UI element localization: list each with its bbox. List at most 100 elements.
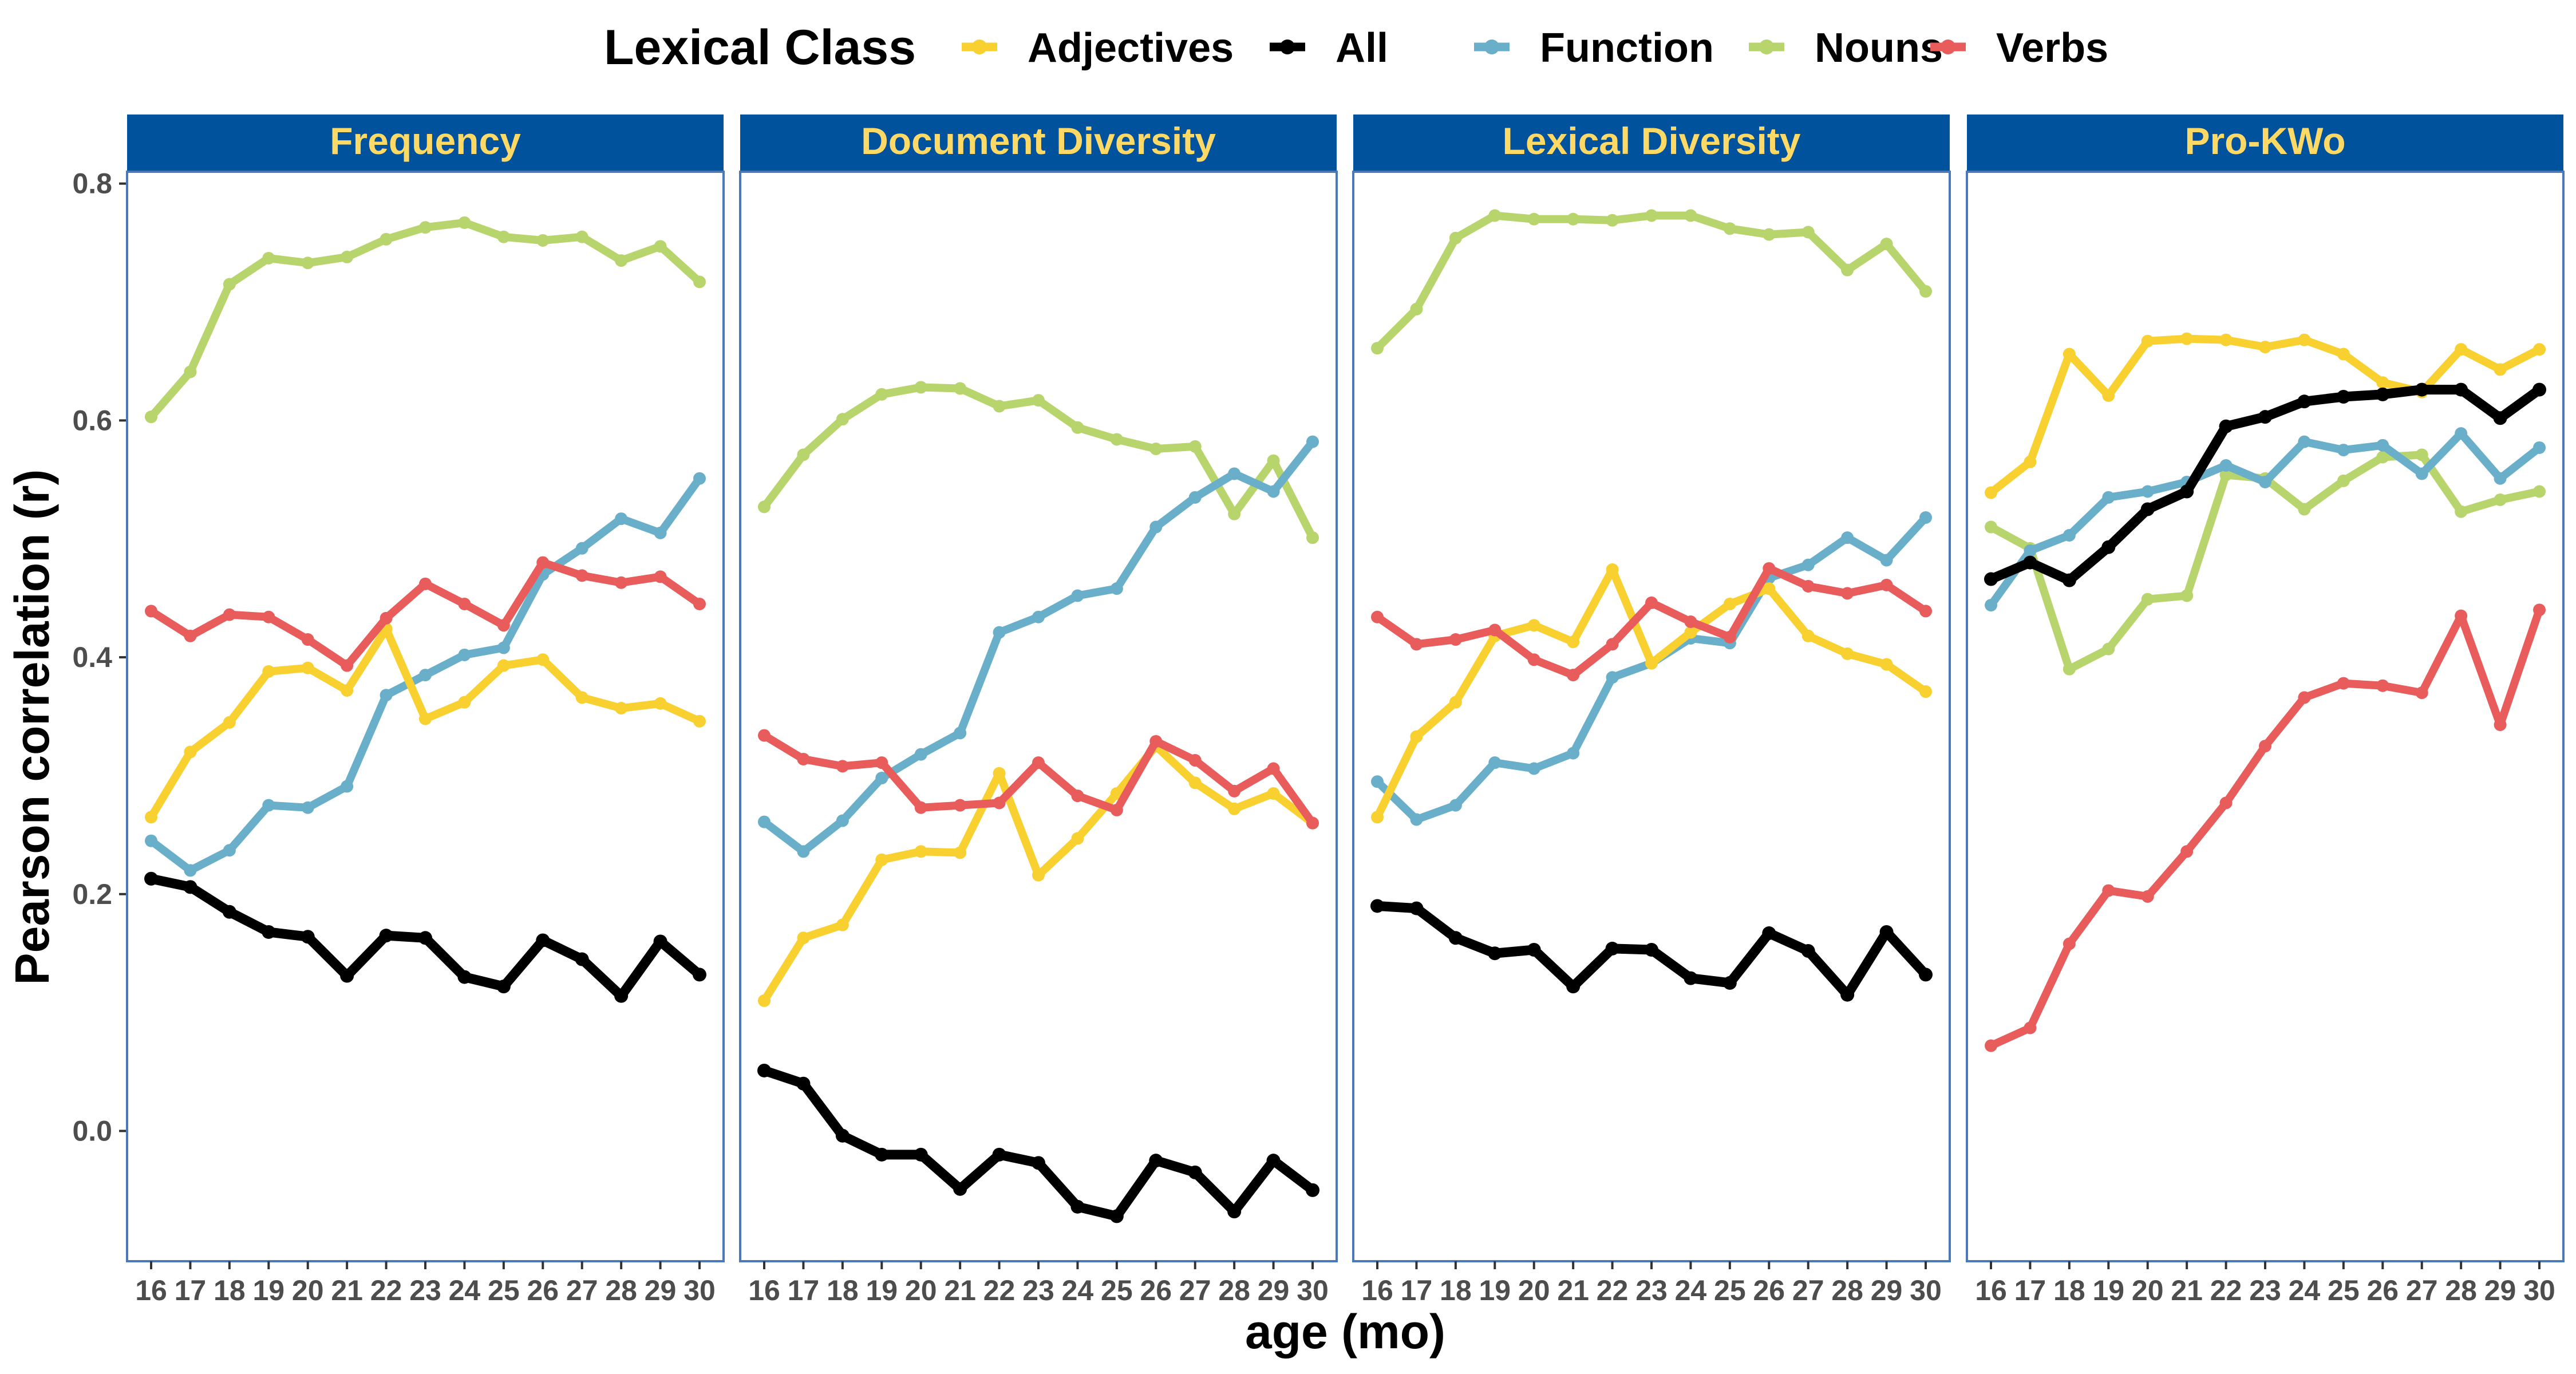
data-point-verbs (145, 605, 157, 618)
data-point-nouns (458, 216, 471, 229)
data-point-all (2219, 419, 2233, 433)
data-point-adjectives (1449, 696, 1462, 709)
data-point-adjectives (1880, 658, 1893, 671)
data-point-adjectives (797, 931, 810, 945)
x-tick-label: 26 (527, 1274, 559, 1306)
data-point-function (1228, 467, 1241, 480)
data-point-function (914, 748, 927, 761)
data-point-all (2101, 540, 2116, 554)
data-point-adjectives (1801, 629, 1815, 642)
data-point-function (654, 526, 667, 539)
data-point-function (497, 641, 510, 654)
data-point-all (1109, 1209, 1124, 1223)
data-point-verbs (184, 629, 197, 642)
legend-item-verbs: Verbs (1930, 25, 2108, 71)
data-point-verbs (693, 597, 706, 610)
data-point-adjectives (536, 653, 550, 666)
x-axis: 16 17 18 19 20 21 22 23 24 25 26 27 28 29 30 (135, 1261, 716, 1306)
x-tick-label: 27 (1792, 1274, 1824, 1306)
data-point-verbs (1606, 638, 1619, 651)
panel-title: Lexical Diversity (1503, 120, 1801, 162)
data-point-all (2062, 573, 2076, 587)
series-all (1370, 899, 1933, 1002)
x-tick-label: 26 (2366, 1274, 2399, 1306)
x-tick-label: 22 (983, 1274, 1016, 1306)
data-point-nouns (1763, 228, 1776, 241)
data-point-function (2337, 444, 2350, 457)
legend-label-verbs: Verbs (1996, 25, 2108, 71)
data-point-nouns (1645, 209, 1658, 222)
series-function (145, 472, 706, 877)
series-verbs (1371, 562, 1932, 682)
data-point-all (418, 931, 432, 945)
data-point-nouns (536, 234, 550, 247)
data-point-all (536, 933, 550, 947)
data-point-function (1371, 775, 1384, 788)
data-point-nouns (1410, 302, 1423, 315)
x-tick-label: 29 (1871, 1274, 1903, 1306)
data-point-adjectives (2141, 334, 2154, 348)
data-point-function (223, 844, 236, 857)
series-verbs (145, 556, 706, 672)
panel-document-diversity: Document Diversity 16 17 18 19 20 21 22 23 24 25 26… (739, 114, 1338, 1306)
data-point-all (1566, 980, 1581, 994)
series-adjectives (758, 740, 1319, 1007)
data-point-all (1984, 572, 1998, 586)
data-point-function (1567, 747, 1580, 760)
x-tick-label: 25 (1714, 1274, 1746, 1306)
x-tick-label: 18 (1440, 1274, 1472, 1306)
data-point-adjectives (1723, 597, 1736, 610)
data-point-function (2102, 491, 2115, 504)
x-tick-label: 16 (1975, 1274, 2007, 1306)
data-point-all (2140, 502, 2155, 516)
x-tick-label: 25 (1101, 1274, 1133, 1306)
data-point-verbs (2024, 1021, 2037, 1035)
data-point-adjectives (1606, 563, 1619, 577)
data-point-nouns (2298, 503, 2311, 516)
data-point-nouns (758, 500, 771, 514)
data-point-adjectives (341, 684, 354, 697)
panel-title: Pro-KWo (2184, 120, 2345, 162)
series-verbs (1985, 603, 2546, 1052)
data-point-all (1684, 971, 1698, 985)
data-point-function (184, 864, 197, 877)
data-point-adjectives (419, 712, 432, 725)
data-point-adjectives (875, 853, 888, 866)
data-point-adjectives (654, 697, 667, 710)
data-point-all (1488, 946, 1502, 961)
data-point-adjectives (1410, 730, 1423, 743)
data-point-function (1110, 582, 1123, 595)
data-point-verbs (654, 570, 667, 583)
data-point-function (1606, 671, 1619, 684)
data-point-verbs (1527, 653, 1540, 666)
x-tick-label: 30 (683, 1274, 716, 1306)
y-tick-label: 0.0 (72, 1115, 112, 1147)
data-point-verbs (875, 756, 888, 769)
data-point-adjectives (223, 716, 236, 729)
data-point-nouns (993, 400, 1006, 413)
x-tick-label: 24 (2289, 1274, 2321, 1306)
data-point-nouns (1985, 520, 1997, 534)
data-point-function (1488, 756, 1502, 769)
x-tick-label: 16 (135, 1274, 167, 1306)
x-tick-label: 21 (331, 1274, 363, 1306)
x-tick-label: 29 (1258, 1274, 1290, 1306)
data-point-nouns (2415, 448, 2428, 461)
data-point-nouns (1371, 342, 1384, 355)
data-point-nouns (693, 275, 706, 289)
panel-title: Document Diversity (861, 120, 1216, 162)
x-axis: 16 17 18 19 20 21 22 23 24 25 26 27 28 29 30 (1975, 1261, 2555, 1306)
data-point-nouns (2102, 642, 2115, 656)
data-point-all (2415, 382, 2429, 397)
data-point-adjectives (2494, 363, 2507, 376)
x-tick-label: 26 (1140, 1274, 1172, 1306)
legend-label-nouns: Nouns (1815, 25, 1943, 71)
data-point-verbs (2219, 796, 2233, 810)
data-point-nouns (1723, 222, 1736, 235)
data-point-function (758, 815, 771, 828)
panel-pro-kwo: Pro-KWo 16 17 18 19 20 21 22 23 24 25 26 27 28 29 30 (1966, 114, 2565, 1306)
data-point-verbs (2415, 686, 2428, 700)
x-tick-label: 27 (2406, 1274, 2438, 1306)
series-all (757, 1063, 1319, 1223)
